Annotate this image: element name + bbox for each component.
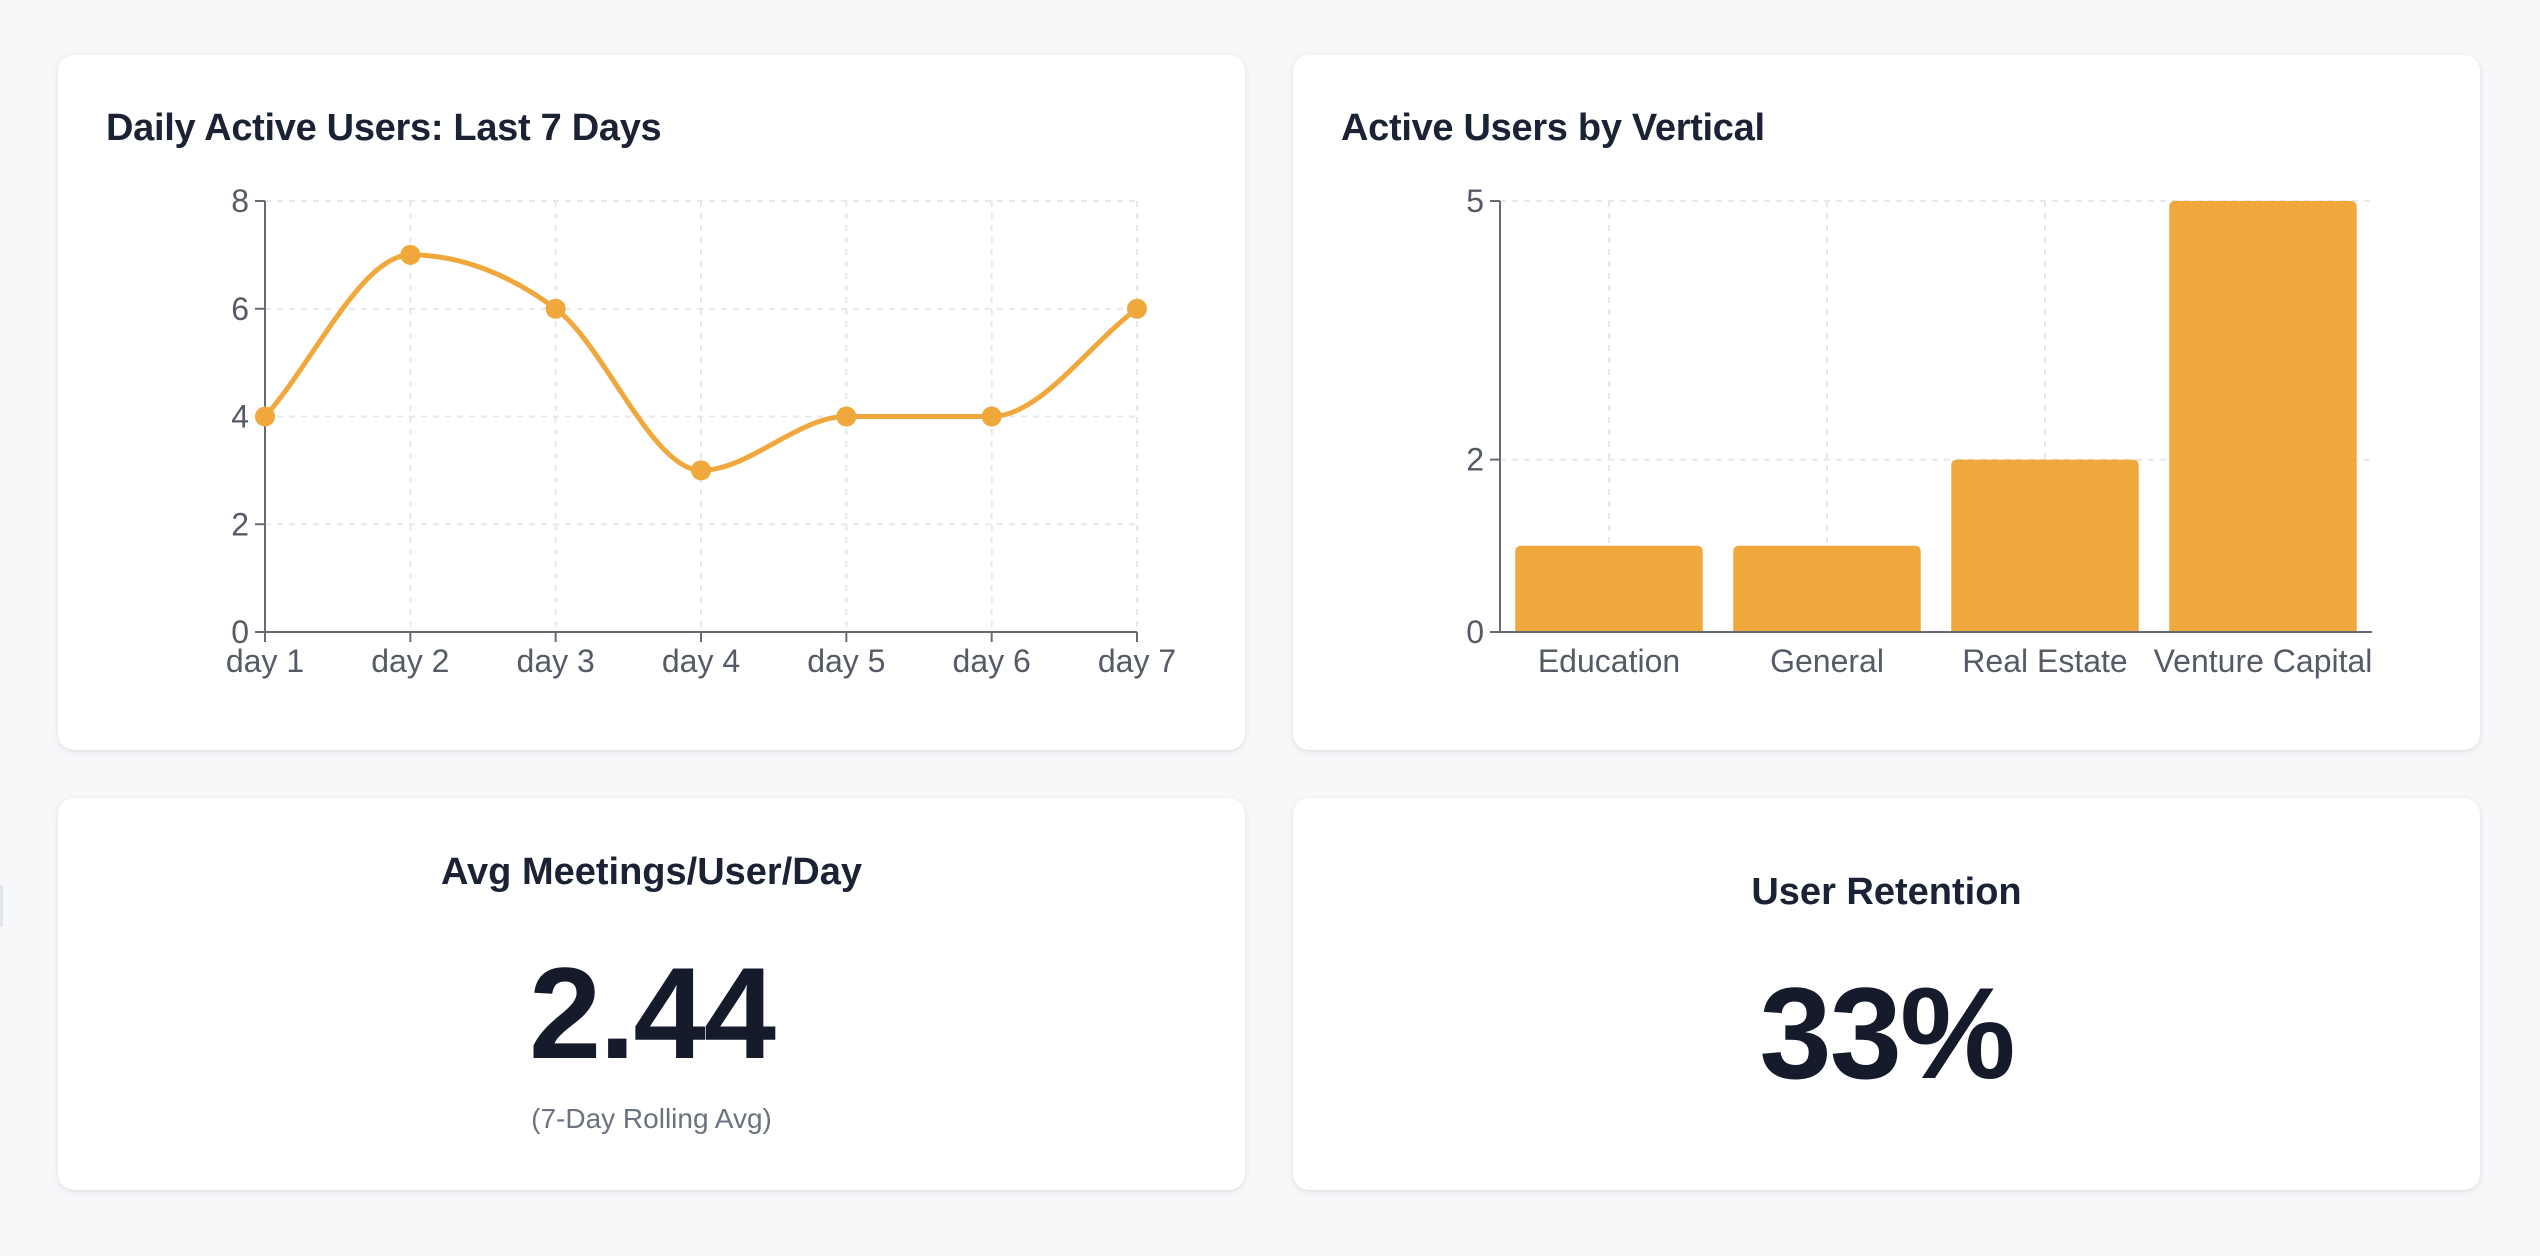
x-tick-label: Education [1538, 643, 1680, 679]
x-tick-label: day 2 [371, 643, 449, 679]
edge-handle[interactable] [0, 885, 3, 927]
y-tick-label: 0 [231, 614, 249, 650]
bar [1733, 545, 1921, 632]
x-tick-label: day 5 [807, 643, 885, 679]
x-tick-label: day 7 [1098, 643, 1176, 679]
x-tick-label: Real Estate [1962, 643, 2127, 679]
data-point [545, 298, 566, 319]
y-tick-label: 5 [1466, 183, 1484, 219]
bar [1951, 459, 2139, 632]
x-tick-label: day 1 [226, 643, 304, 679]
y-tick-label: 4 [231, 399, 249, 435]
y-tick-label: 8 [231, 183, 249, 219]
x-tick-label: day 6 [953, 643, 1031, 679]
x-tick-label: Venture Capital [2154, 643, 2373, 679]
kpi-value: 33% [1759, 960, 2015, 1106]
data-point [400, 244, 421, 265]
data-point [836, 406, 857, 427]
bar [1515, 545, 1703, 632]
data-point [691, 460, 711, 481]
daily-active-users-chart: 0 2 4 6 8 day 1 day 2 day 3 day 4 day 5 day 6 day 7 [226, 183, 1176, 679]
card-title: Daily Active Users: Last 7 Days [106, 107, 662, 149]
daily-active-users-card: Daily Active Users: Last 7 Days 0 2 4 6 8 day… [58, 55, 1245, 750]
active-users-by-vertical-card: Active Users by Vertical 0 2 5 Education Gen… [1293, 55, 2480, 750]
card-title: Active Users by Vertical [1341, 107, 1765, 149]
y-tick-label: 6 [231, 291, 249, 327]
kpi-value: 2.44 [528, 940, 776, 1086]
user-retention-card: User Retention 33% [1293, 798, 2480, 1190]
kpi-title: Avg Meetings/User/Day [441, 851, 862, 893]
kpi-title: User Retention [1751, 871, 2022, 913]
y-tick-label: 2 [231, 506, 249, 542]
x-tick-label: day 4 [662, 643, 740, 679]
data-point [1127, 298, 1147, 319]
bar [2169, 201, 2357, 632]
kpi-note: (7-Day Rolling Avg) [531, 1103, 772, 1134]
data-point [981, 406, 1002, 427]
avg-meetings-card: Avg Meetings/User/Day 2.44 (7-Day Rollin… [58, 798, 1245, 1190]
x-tick-label: day 3 [517, 643, 595, 679]
x-tick-label: General [1770, 643, 1884, 679]
data-point [255, 406, 275, 427]
y-tick-label: 2 [1466, 442, 1484, 478]
active-users-by-vertical-chart: 0 2 5 Education General Real Estate Venture Ca… [1466, 183, 2373, 679]
y-tick-label: 0 [1466, 614, 1484, 650]
